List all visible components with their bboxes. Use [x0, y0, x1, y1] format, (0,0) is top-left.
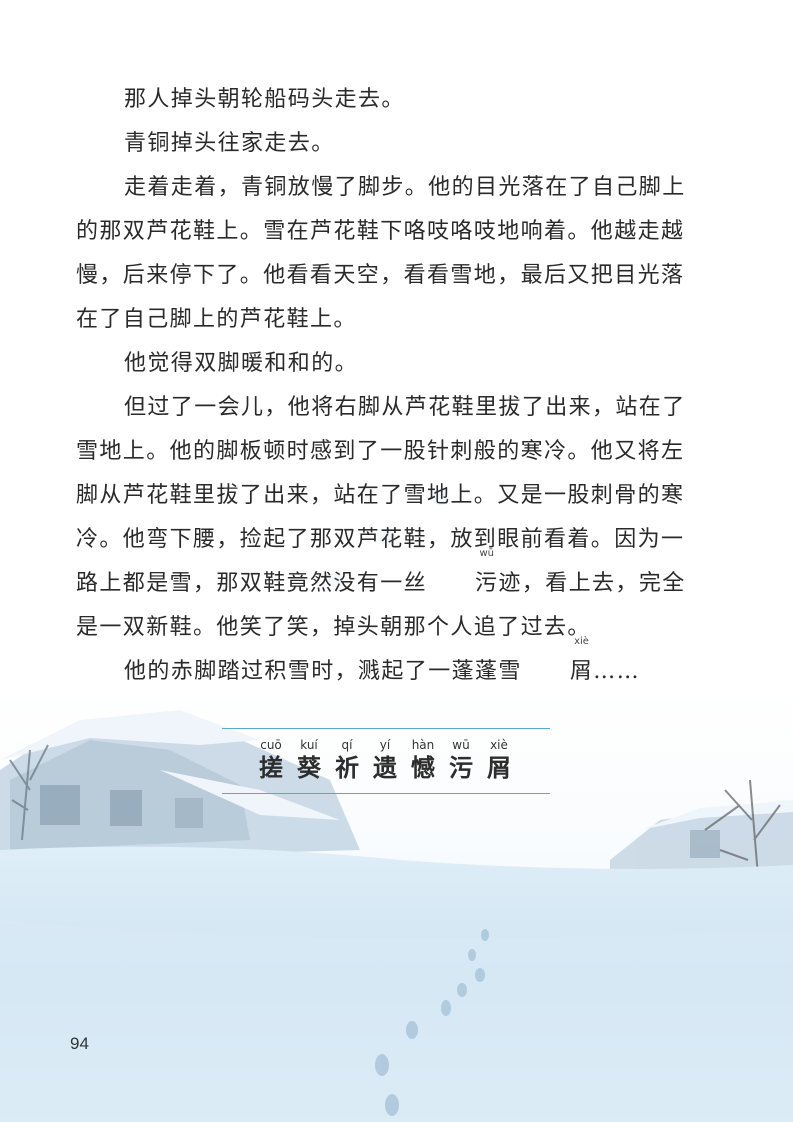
- vocab-character: 葵: [297, 753, 321, 782]
- footprints: [375, 929, 489, 1116]
- vocab-pinyin: yí: [379, 738, 391, 752]
- paragraph-1: 那人掉头朝轮船码头走去。: [124, 87, 405, 112]
- vocab-item: qí 祈: [328, 738, 366, 784]
- paragraph-5-text-a: 但过了一会儿，他将右脚从芦花鞋里拔了出来，站在了雪地上。他的脚板顿时感到了一股针…: [76, 395, 686, 596]
- paragraph-4: 他觉得双脚暖和和的。: [124, 351, 359, 376]
- snow-scene-illustration: [0, 690, 793, 1122]
- vocab-row: cuō 搓 kuí 葵 qí 祈 yí 遗 hàn 憾 wū 污: [252, 738, 518, 784]
- vocab-character: 搓: [259, 753, 283, 782]
- ruby-xie-char: 屑: [569, 659, 594, 684]
- vocab-character: 污: [449, 753, 473, 782]
- vocabulary-box: cuō 搓 kuí 葵 qí 祈 yí 遗 hàn 憾 wū 污: [222, 728, 550, 794]
- vocab-pinyin: xiè: [490, 738, 508, 752]
- vocab-item: hàn 憾: [404, 738, 442, 784]
- vocab-bottom-rule: [222, 793, 550, 794]
- tree-right: [704, 779, 781, 901]
- vocab-top-rule: [222, 728, 550, 729]
- vocab-item: kuí 葵: [290, 738, 328, 784]
- houses-right: [610, 800, 793, 880]
- tree-left: [9, 744, 49, 841]
- ruby-wu-pinyin: wū: [479, 548, 494, 559]
- paragraph-5-text-b: 迹，看上去，完全是一双新鞋。他笑了笑，掉头朝那个人追了过去。: [76, 571, 686, 640]
- vocab-pinyin: kuí: [300, 738, 318, 752]
- houses-left: [0, 710, 360, 860]
- ruby-wu-char: 污: [475, 571, 499, 596]
- page-number: 94: [70, 1034, 89, 1053]
- vocab-character: 憾: [411, 753, 435, 782]
- paragraph-3: 走着走着，青铜放慢了脚步。他的目光落在了自己脚上的那双芦花鞋上。雪在芦花鞋下咯吱…: [76, 175, 686, 332]
- vocab-character: 遗: [373, 753, 397, 782]
- vocab-character: 祈: [335, 753, 359, 782]
- paragraph-2: 青铜掉头往家走去。: [124, 131, 335, 156]
- vocab-pinyin: cuō: [260, 738, 282, 752]
- paragraph-6-text-a: 他的赤脚踏过积雪时，溅起了一蓬蓬雪: [124, 659, 522, 684]
- paragraph-5: 但过了一会儿，他将右脚从芦花鞋里拔了出来，站在了雪地上。他的脚板顿时感到了一股针…: [76, 386, 696, 650]
- vocab-item: yí 遗: [366, 738, 404, 784]
- ruby-xie-pinyin: xiè: [574, 636, 589, 647]
- vocab-pinyin: hàn: [411, 738, 435, 752]
- paragraph-6-text-b: ……: [593, 659, 641, 684]
- vocab-pinyin: qí: [341, 738, 353, 752]
- ruby-xie: xiè 屑: [522, 637, 594, 694]
- vocab-item: xiè 屑: [480, 738, 518, 784]
- story-text: 那人掉头朝轮船码头走去。 青铜掉头往家走去。 走着走着，青铜放慢了脚步。他的目光…: [76, 78, 696, 694]
- vocab-item: cuō 搓: [252, 738, 290, 784]
- paragraph-6: 他的赤脚踏过积雪时，溅起了一蓬蓬雪 xiè 屑……: [76, 637, 696, 694]
- vocab-character: 屑: [487, 753, 511, 782]
- vocab-item: wū 污: [442, 738, 480, 784]
- ruby-wu: wū 污: [427, 549, 499, 606]
- vocab-pinyin: wū: [452, 738, 470, 752]
